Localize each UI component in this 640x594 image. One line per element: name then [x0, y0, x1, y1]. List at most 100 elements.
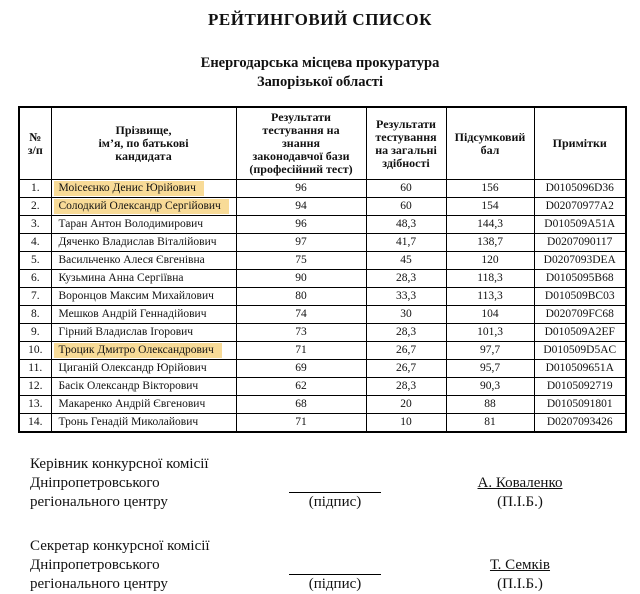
law-test-score: 74	[235, 305, 367, 324]
header-law-test: Результати тестування на знання законода…	[235, 106, 367, 180]
candidate-name: Мешков Андрій Геннадійович	[58, 308, 207, 320]
header-general-test: Результати тестування на загальні здібно…	[365, 106, 447, 180]
table-row: 9. Гірний Владислав Ігорович 73 28,3 101…	[18, 323, 627, 342]
general-test-score: 26,7	[365, 359, 447, 378]
row-number: 8.	[18, 305, 52, 324]
header-notes: Примітки	[533, 106, 627, 180]
candidate-name-cell: Таран Антон Володимирович	[50, 215, 237, 234]
note-code: D0207093426	[533, 413, 627, 433]
law-test-score: 94	[235, 197, 367, 216]
candidate-name-cell: Макаренко Андрій Євгенович	[50, 395, 237, 414]
organization-name: Енергодарська місцева прокуратура	[200, 55, 440, 71]
general-test-score: 30	[365, 305, 447, 324]
table-row: 3. Таран Антон Володимирович 96 48,3 144…	[18, 215, 627, 234]
header-candidate-name: Прізвище, ім’я, по батькові кандидата	[50, 106, 237, 180]
candidate-name: Макаренко Андрій Євгенович	[58, 398, 206, 410]
table-row: 14. Тронь Генадій Миколайович 71 10 81 D…	[18, 413, 627, 433]
signer-name-area: А. Коваленко (П.І.Б.)	[425, 474, 615, 512]
table-row: 1. Моісеєнко Денис Юрійович 96 60 156 D0…	[18, 179, 627, 198]
candidate-name: Моісеєнко Денис Юрійович	[53, 181, 204, 196]
table-row: 4. Дяченко Владислав Віталійович 97 41,7…	[18, 233, 627, 252]
rating-table: № з/п Прізвище, ім’я, по батькові кандид…	[18, 106, 627, 433]
law-test-score: 90	[235, 269, 367, 288]
row-number: 6.	[18, 269, 52, 288]
candidate-name: Васильченко Алеся Євгенівна	[58, 254, 205, 266]
candidate-name-cell: Троцик Дмитро Олександрович	[50, 341, 237, 360]
total-score: 90,3	[445, 377, 535, 396]
signer-name: А. Коваленко	[477, 475, 563, 491]
note-code: D0105095B68	[533, 269, 627, 288]
note-code: D0105096D36	[533, 179, 627, 198]
signer-name: Т. Семків	[489, 557, 551, 573]
signature-line	[289, 478, 381, 493]
candidate-name-cell: Дяченко Владислав Віталійович	[50, 233, 237, 252]
law-test-score: 62	[235, 377, 367, 396]
signer-role: Керівник конкурсної комісії Дніпропетров…	[30, 456, 209, 510]
candidate-name: Таран Антон Володимирович	[58, 218, 204, 230]
table-row: 10. Троцик Дмитро Олександрович 71 26,7 …	[18, 341, 627, 360]
signer-name-caption: (П.І.Б.)	[497, 576, 543, 592]
signature-area: (підпис)	[260, 478, 410, 512]
row-number: 10.	[18, 341, 52, 360]
general-test-score: 60	[365, 197, 447, 216]
candidate-name-cell: Мешков Андрій Геннадійович	[50, 305, 237, 324]
signature-caption: (підпис)	[308, 494, 362, 510]
note-code: D020709FC68	[533, 305, 627, 324]
signature-block-head: Керівник конкурсної комісії Дніпропетров…	[30, 455, 640, 512]
law-test-score: 69	[235, 359, 367, 378]
note-code: D010509BC03	[533, 287, 627, 306]
candidate-name: Гірний Владислав Ігорович	[58, 326, 194, 338]
total-score: 118,3	[445, 269, 535, 288]
law-test-score: 96	[235, 179, 367, 198]
signature-line	[289, 560, 381, 575]
general-test-score: 45	[365, 251, 447, 270]
total-score: 95,7	[445, 359, 535, 378]
total-score: 144,3	[445, 215, 535, 234]
law-test-score: 68	[235, 395, 367, 414]
candidate-name-cell: Васильченко Алеся Євгенівна	[50, 251, 237, 270]
total-score: 81	[445, 413, 535, 433]
table-header: № з/п Прізвище, ім’я, по батькові кандид…	[18, 106, 627, 180]
candidate-name-cell: Кузьмина Анна Сергіївна	[50, 269, 237, 288]
note-code: D010509D5AC	[533, 341, 627, 360]
table-row: 12. Басік Олександр Вікторович 62 28,3 9…	[18, 377, 627, 396]
law-test-score: 97	[235, 233, 367, 252]
signature-block-secretary: Секретар конкурсної комісії Дніпропетров…	[30, 537, 640, 594]
row-number: 1.	[18, 179, 52, 198]
table-row: 2. Солодкий Олександр Сергійович 94 60 1…	[18, 197, 627, 216]
header-total-score: Підсумковий бал	[445, 106, 535, 180]
total-score: 156	[445, 179, 535, 198]
note-code: D0207090117	[533, 233, 627, 252]
candidate-name: Солодкий Олександр Сергійович	[53, 199, 229, 214]
total-score: 120	[445, 251, 535, 270]
general-test-score: 20	[365, 395, 447, 414]
row-number: 13.	[18, 395, 52, 414]
candidate-name-cell: Басік Олександр Вікторович	[50, 377, 237, 396]
law-test-score: 71	[235, 341, 367, 360]
organization-block: Енергодарська місцева прокуратура Запорі…	[0, 54, 640, 92]
candidate-name: Басік Олександр Вікторович	[58, 380, 199, 392]
note-code: D010509A2EF	[533, 323, 627, 342]
note-code: D0207093DEA	[533, 251, 627, 270]
table-row: 13. Макаренко Андрій Євгенович 68 20 88 …	[18, 395, 627, 414]
note-code: D010509651A	[533, 359, 627, 378]
row-number: 11.	[18, 359, 52, 378]
candidate-name-cell: Солодкий Олександр Сергійович	[50, 197, 237, 216]
signature-caption: (підпис)	[308, 576, 362, 592]
candidate-name: Тронь Генадій Миколайович	[58, 416, 199, 428]
general-test-score: 33,3	[365, 287, 447, 306]
signature-area: (підпис)	[260, 560, 410, 594]
candidate-name-cell: Воронцов Максим Михайлович	[50, 287, 237, 306]
page-title: РЕЙТИНГОВИЙ СПИСОК	[208, 10, 432, 29]
general-test-score: 48,3	[365, 215, 447, 234]
total-score: 113,3	[445, 287, 535, 306]
organization-region: Запорізької області	[256, 74, 384, 90]
total-score: 97,7	[445, 341, 535, 360]
candidate-name: Воронцов Максим Михайлович	[58, 290, 214, 302]
general-test-score: 28,3	[365, 323, 447, 342]
general-test-score: 41,7	[365, 233, 447, 252]
note-code: D010509A51A	[533, 215, 627, 234]
row-number: 3.	[18, 215, 52, 234]
signer-role: Секретар конкурсної комісії Дніпропетров…	[30, 538, 210, 592]
